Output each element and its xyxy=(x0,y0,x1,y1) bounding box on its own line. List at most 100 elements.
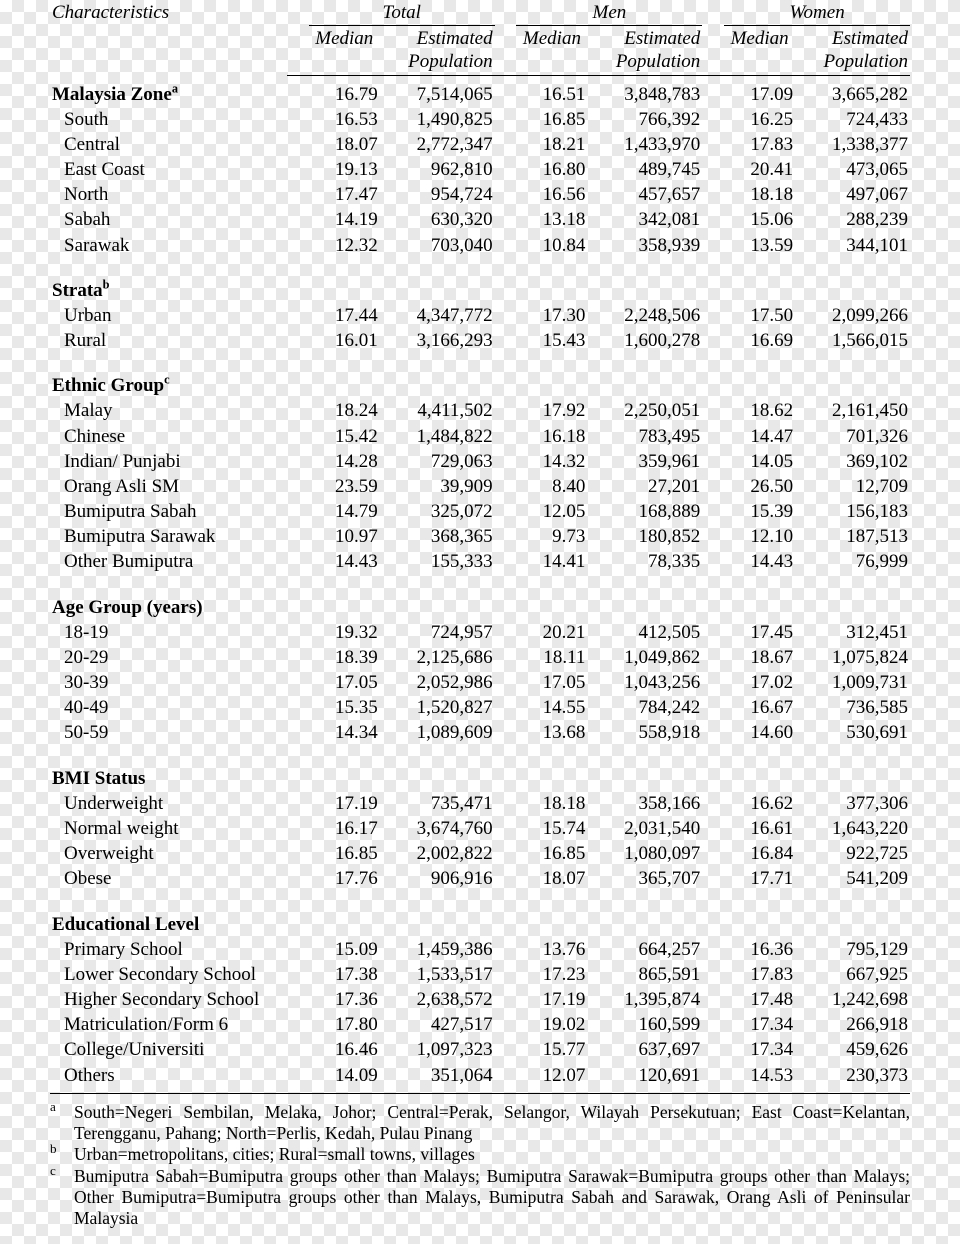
cell-women-median: 14.43 xyxy=(724,549,795,574)
col-women-median: Median xyxy=(724,26,795,75)
cell-women-pop: 12,709 xyxy=(795,474,910,499)
row-label: Sabah xyxy=(50,207,287,232)
cell-total-pop: 427,517 xyxy=(380,1012,495,1037)
cell-men-pop xyxy=(587,766,702,791)
cell-women-pop: 497,067 xyxy=(795,182,910,207)
cell-women-median: 16.25 xyxy=(724,107,795,132)
cell-women-median: 15.06 xyxy=(724,207,795,232)
cell-total-pop: 7,514,065 xyxy=(380,82,495,107)
cell-total-median: 19.32 xyxy=(309,620,380,645)
cell-women-median: 17.45 xyxy=(724,620,795,645)
cell-women-median: 17.34 xyxy=(724,1012,795,1037)
cell-men-median: 17.30 xyxy=(516,303,587,328)
col-women-estpop: EstimatedPopulation xyxy=(795,26,910,75)
cell-men-pop: 2,031,540 xyxy=(587,816,702,841)
cell-men-pop: 783,495 xyxy=(587,424,702,449)
cell-men-median xyxy=(516,766,587,791)
cell-women-pop: 2,161,450 xyxy=(795,398,910,423)
cell-women-pop: 266,918 xyxy=(795,1012,910,1037)
cell-total-pop: 954,724 xyxy=(380,182,495,207)
cell-women-median: 16.69 xyxy=(724,328,795,353)
col-group-total: Total xyxy=(309,0,495,26)
cell-women-median xyxy=(724,373,795,398)
statistics-table-page: Characteristics Total Men Women Median E… xyxy=(0,0,960,1244)
cell-total-median: 17.44 xyxy=(309,303,380,328)
cell-women-median: 16.36 xyxy=(724,937,795,962)
cell-women-pop: 1,009,731 xyxy=(795,670,910,695)
cell-total-pop: 2,002,822 xyxy=(380,841,495,866)
cell-total-median: 15.09 xyxy=(309,937,380,962)
cell-men-pop: 784,242 xyxy=(587,695,702,720)
cell-men-median: 18.11 xyxy=(516,645,587,670)
table-head: Characteristics Total Men Women Median E… xyxy=(50,0,910,75)
cell-women-pop: 312,451 xyxy=(795,620,910,645)
cell-total-pop: 155,333 xyxy=(380,549,495,574)
cell-total-median: 19.13 xyxy=(309,157,380,182)
row-label: 30-39 xyxy=(50,670,287,695)
cell-total-pop: 2,125,686 xyxy=(380,645,495,670)
cell-total-pop: 1,097,323 xyxy=(380,1037,495,1062)
section-title: Ethnic Groupc xyxy=(50,373,287,398)
cell-men-pop: 160,599 xyxy=(587,1012,702,1037)
cell-total-pop: 39,909 xyxy=(380,474,495,499)
cell-total-median: 18.07 xyxy=(309,132,380,157)
cell-men-pop: 412,505 xyxy=(587,620,702,645)
cell-total-median: 17.05 xyxy=(309,670,380,695)
footnote-a: a South=Negeri Sembilan, Melaka, Johor; … xyxy=(50,1102,910,1145)
row-label: Normal weight xyxy=(50,816,287,841)
cell-total-median: 14.34 xyxy=(309,720,380,745)
cell-men-pop xyxy=(587,373,702,398)
cell-women-median: 14.60 xyxy=(724,720,795,745)
row-label: Urban xyxy=(50,303,287,328)
cell-total-median: 16.85 xyxy=(309,841,380,866)
cell-women-median: 15.39 xyxy=(724,499,795,524)
cell-men-median: 9.73 xyxy=(516,524,587,549)
cell-women-pop: 3,665,282 xyxy=(795,82,910,107)
cell-total-median: 14.43 xyxy=(309,549,380,574)
cell-men-median: 13.68 xyxy=(516,720,587,745)
cell-women-median: 17.09 xyxy=(724,82,795,107)
cell-women-pop: 369,102 xyxy=(795,449,910,474)
cell-total-median: 23.59 xyxy=(309,474,380,499)
cell-women-median: 20.41 xyxy=(724,157,795,182)
cell-total-pop: 906,916 xyxy=(380,866,495,891)
cell-total-pop: 2,772,347 xyxy=(380,132,495,157)
row-label: Higher Secondary School xyxy=(50,987,287,1012)
cell-total-median: 10.97 xyxy=(309,524,380,549)
row-label: College/Universiti xyxy=(50,1037,287,1062)
cell-women-pop: 377,306 xyxy=(795,791,910,816)
cell-total-median: 16.46 xyxy=(309,1037,380,1062)
cell-women-median xyxy=(724,912,795,937)
row-label: 40-49 xyxy=(50,695,287,720)
cell-men-pop: 342,081 xyxy=(587,207,702,232)
col-characteristics: Characteristics xyxy=(50,0,287,75)
section-title: Stratab xyxy=(50,278,287,303)
row-label: Rural xyxy=(50,328,287,353)
cell-total-median: 18.39 xyxy=(309,645,380,670)
cell-men-median: 16.80 xyxy=(516,157,587,182)
cell-total-pop xyxy=(380,278,495,303)
cell-women-median xyxy=(724,766,795,791)
cell-total-pop: 4,347,772 xyxy=(380,303,495,328)
cell-total-median xyxy=(309,912,380,937)
cell-men-median: 18.07 xyxy=(516,866,587,891)
cell-men-median: 13.76 xyxy=(516,937,587,962)
cell-men-median: 18.21 xyxy=(516,132,587,157)
cell-total-pop: 1,459,386 xyxy=(380,937,495,962)
cell-total-pop: 962,810 xyxy=(380,157,495,182)
cell-women-median: 16.62 xyxy=(724,791,795,816)
cell-men-pop: 865,591 xyxy=(587,962,702,987)
cell-total-median xyxy=(309,278,380,303)
cell-men-pop: 637,697 xyxy=(587,1037,702,1062)
cell-total-pop: 630,320 xyxy=(380,207,495,232)
cell-total-median xyxy=(309,766,380,791)
cell-men-pop: 1,049,862 xyxy=(587,645,702,670)
cell-women-median: 18.62 xyxy=(724,398,795,423)
cell-women-median: 14.53 xyxy=(724,1063,795,1088)
cell-total-median: 15.42 xyxy=(309,424,380,449)
cell-women-pop: 736,585 xyxy=(795,695,910,720)
footnote-b: b Urban=metropolitans, cities; Rural=sma… xyxy=(50,1144,910,1165)
row-label: Indian/ Punjabi xyxy=(50,449,287,474)
cell-total-median xyxy=(309,373,380,398)
cell-men-pop: 1,433,970 xyxy=(587,132,702,157)
